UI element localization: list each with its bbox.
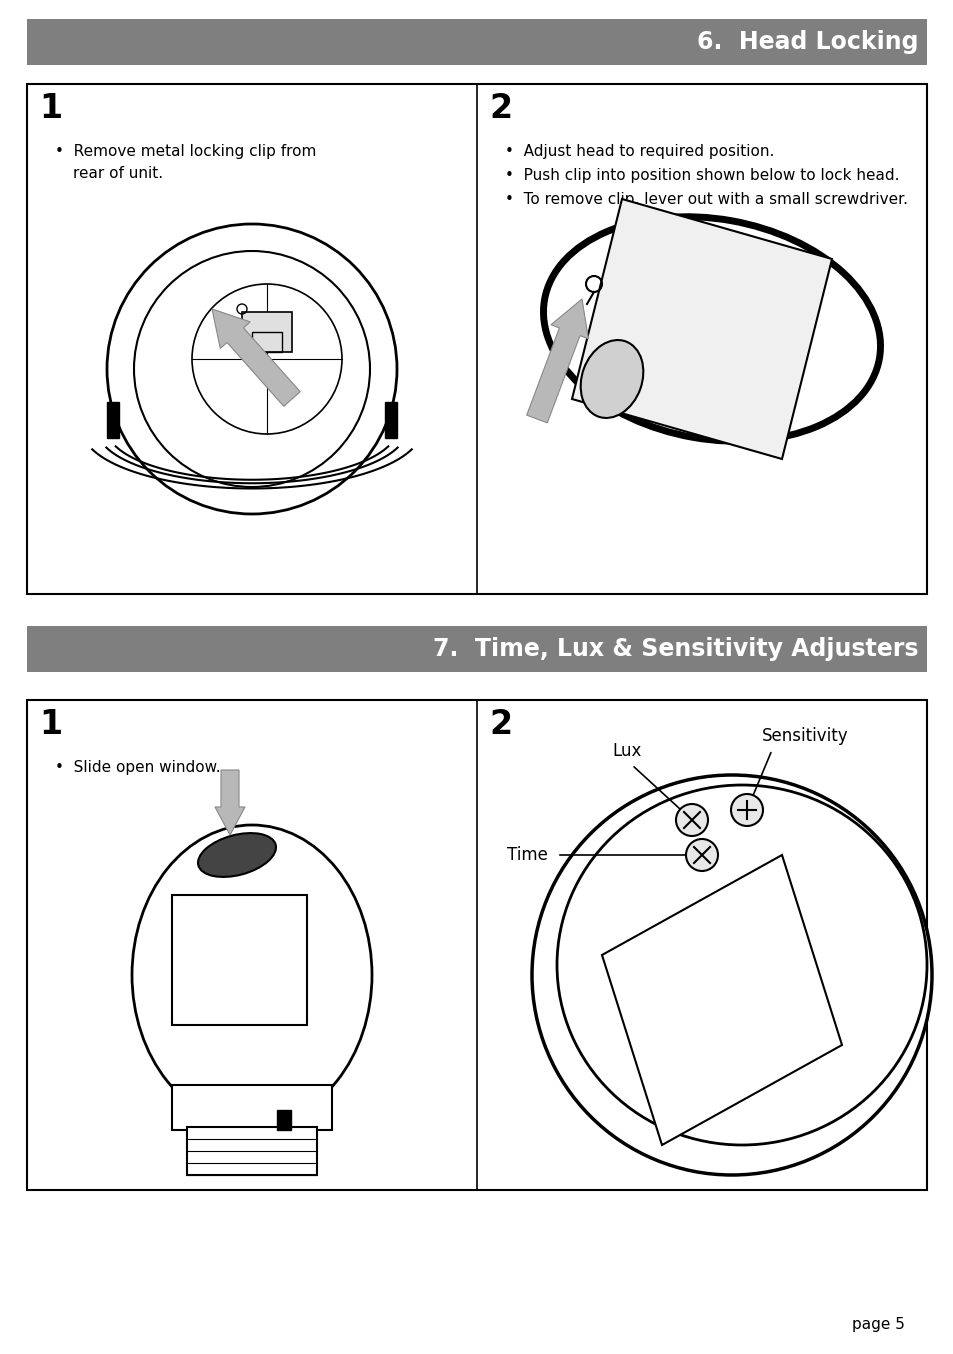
Bar [276,1110,291,1131]
Bar [27,700,926,1190]
Text: •  Push clip into position shown below to lock head.: • Push clip into position shown below to… [504,168,899,183]
Ellipse shape [543,217,880,441]
Text: Time: Time [506,846,547,864]
FancyArrow shape [526,299,588,422]
Text: •  Slide open window.: • Slide open window. [55,760,220,774]
Circle shape [532,774,931,1175]
Text: Lux: Lux [612,742,640,760]
Text: •  To remove clip, lever out with a small screwdriver.: • To remove clip, lever out with a small… [504,192,907,207]
Bar [385,402,396,437]
Text: Sensitivity: Sensitivity [761,727,848,745]
Polygon shape [572,199,831,459]
FancyArrow shape [212,309,300,406]
Ellipse shape [132,825,372,1125]
Text: 2: 2 [489,708,512,741]
Ellipse shape [198,833,275,877]
Text: rear of unit.: rear of unit. [73,167,163,181]
FancyArrow shape [214,770,245,835]
Circle shape [685,839,718,871]
Bar [252,332,282,352]
Bar [107,402,119,437]
Bar [172,1085,332,1131]
Bar [27,626,926,672]
Polygon shape [172,895,307,1025]
Text: 1: 1 [39,708,62,741]
Text: •  Remove metal locking clip from: • Remove metal locking clip from [55,144,316,158]
Text: 1: 1 [39,92,62,125]
Text: 7.  Time, Lux & Sensitivity Adjusters: 7. Time, Lux & Sensitivity Adjusters [433,636,918,661]
Bar [187,1127,316,1175]
Ellipse shape [580,340,642,418]
Circle shape [107,223,396,515]
Bar [27,84,926,594]
Text: 2: 2 [489,92,512,125]
Text: page 5: page 5 [851,1317,904,1332]
Bar [242,311,292,352]
Text: •  Adjust head to required position.: • Adjust head to required position. [504,144,774,158]
Polygon shape [601,854,841,1145]
Circle shape [730,793,762,826]
Bar [27,19,926,65]
Circle shape [676,804,707,835]
Text: 6.  Head Locking: 6. Head Locking [697,30,918,54]
